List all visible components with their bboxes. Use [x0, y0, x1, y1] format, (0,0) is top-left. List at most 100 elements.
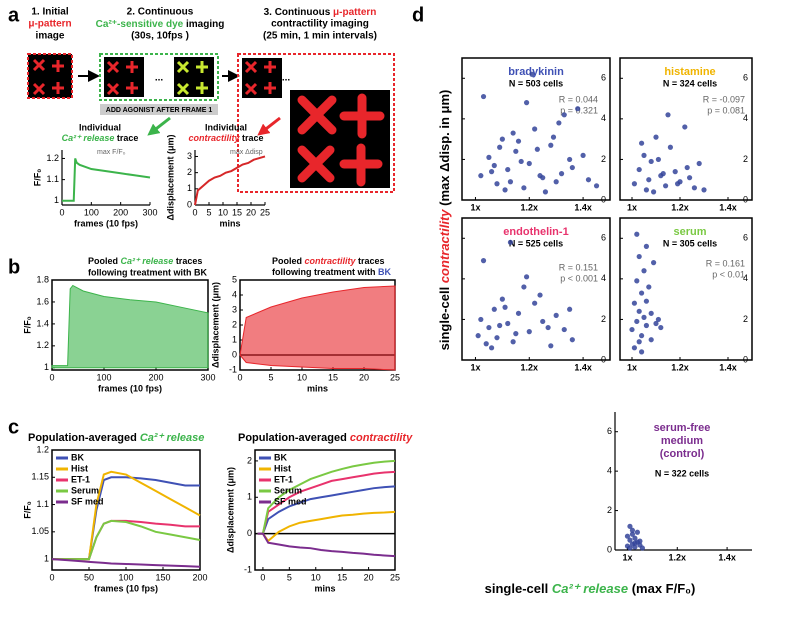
- chart-title: contractility: [305, 256, 357, 266]
- data-line: [257, 459, 396, 535]
- x-tick-label: 1.4x: [719, 202, 737, 212]
- agonist-box: [100, 104, 218, 115]
- x-tick-label: 5: [268, 372, 273, 382]
- scatter-point: [691, 185, 698, 191]
- scatter-point: [641, 314, 647, 320]
- chart-title: Individual: [79, 122, 121, 132]
- scatter-point: [651, 260, 657, 266]
- step-text: μ-pattern: [333, 7, 376, 18]
- r-label: R = 0.161: [706, 258, 745, 268]
- y-axis-label: Δdisplacement (μm): [225, 467, 235, 553]
- legend-label: Serum: [71, 485, 99, 495]
- y-tick-label: 1: [247, 492, 252, 502]
- axis-label: single-cell contractility (max Δdisp. in…: [437, 90, 452, 351]
- y-tick-label: 0: [601, 194, 606, 204]
- trace-envelope: [239, 285, 396, 371]
- y-tick-label: 1.2: [46, 153, 59, 163]
- chart-title: Ca²⁺ release: [140, 432, 205, 444]
- scatter-point: [567, 306, 573, 312]
- panel-label: d: [412, 4, 424, 26]
- scatter-point: [648, 310, 654, 316]
- axis-label: (max Δdisp. in μm): [437, 90, 452, 210]
- legend-label: ET-1: [71, 474, 90, 484]
- scatter-point: [510, 130, 516, 136]
- x-tick-label: 1x: [627, 362, 637, 372]
- scatter-point: [639, 140, 645, 146]
- legend-label: BK: [71, 452, 84, 462]
- scatter-point: [636, 339, 642, 345]
- x-tick-label: 15: [328, 372, 338, 382]
- x-tick-label: 1.2x: [521, 202, 539, 212]
- chart-title: serum: [673, 226, 706, 238]
- chart-title: BK: [378, 267, 391, 277]
- scatter-point: [526, 329, 532, 335]
- y-tick-label: 4: [601, 113, 606, 123]
- y-tick-label: 1.1: [36, 499, 49, 509]
- data-line: [257, 485, 396, 535]
- scatter-point: [627, 537, 633, 543]
- y-tick-label: 2: [601, 314, 606, 324]
- scatter-point: [632, 535, 638, 541]
- scatter-point: [502, 304, 508, 310]
- scatter-point: [663, 183, 669, 189]
- axis-label: single-cell Ca²⁺ release (max F/F₀): [485, 581, 696, 596]
- scatter-point: [499, 296, 505, 302]
- y-tick-label: 1: [44, 553, 49, 563]
- scatter-point: [537, 292, 543, 298]
- scatter-point: [515, 310, 522, 316]
- x-tick-label: 25: [390, 372, 400, 382]
- scatter-point: [701, 187, 707, 193]
- scatter-point: [643, 298, 650, 304]
- x-tick-label: 100: [96, 372, 111, 382]
- plot-frame: [461, 57, 611, 201]
- scatter-point: [561, 112, 567, 118]
- scatter-point: [529, 71, 535, 77]
- scatter-point: [569, 337, 575, 343]
- step-text: image: [36, 31, 65, 42]
- x-tick-label: 1.2x: [669, 552, 687, 562]
- x-axis-label: frames (10 fps): [94, 583, 158, 593]
- scatter-point: [639, 290, 645, 296]
- scatter-point: [497, 144, 503, 150]
- plot-frame: [254, 449, 396, 571]
- scatter-point: [631, 345, 638, 351]
- plot-frame: [461, 217, 611, 361]
- chart-title: trace: [239, 133, 263, 143]
- data-line: [52, 519, 201, 561]
- scatter-point: [648, 337, 654, 343]
- chart-title: serum-free: [654, 422, 711, 434]
- scatter-point: [646, 177, 652, 183]
- scatter-point: [540, 318, 546, 325]
- image-group: [237, 53, 395, 193]
- step-text: 3. Continuous μ-pattern: [264, 7, 377, 18]
- x-tick-label: 200: [148, 372, 163, 382]
- legend-label: SF med: [71, 496, 104, 506]
- r-label: R = 0.151: [559, 262, 598, 272]
- ellipsis: ...: [155, 73, 164, 84]
- scatter-point: [627, 523, 633, 529]
- x-axis-label: frames (10 fps): [74, 218, 138, 228]
- annotation: max Δdisp: [230, 149, 263, 156]
- y-tick-label: 4: [607, 466, 612, 476]
- scatter-point: [483, 341, 489, 347]
- y-tick-label: 2: [607, 505, 612, 515]
- chart-title: traces: [173, 256, 202, 266]
- x-tick-label: 0: [49, 372, 54, 382]
- x-tick-label: 50: [84, 572, 94, 582]
- scatter-point: [502, 187, 508, 193]
- scatter-point: [548, 343, 554, 349]
- scatter-point: [510, 339, 516, 345]
- scatter-point: [636, 166, 642, 173]
- y-tick-label: -1: [244, 564, 252, 574]
- scatter-point: [631, 300, 638, 306]
- x-tick-label: 0: [49, 572, 54, 582]
- scatter-point: [648, 158, 654, 165]
- legend-label: BK: [274, 452, 287, 462]
- scatter-point: [558, 171, 565, 177]
- scatter-point: [548, 142, 554, 148]
- y-tick-label: 4: [743, 273, 748, 283]
- chart-title: contractility: [188, 133, 240, 143]
- scatter-point: [550, 134, 557, 140]
- y-tick-label: 2: [187, 167, 192, 177]
- x-tick-label: 1.2x: [671, 362, 689, 372]
